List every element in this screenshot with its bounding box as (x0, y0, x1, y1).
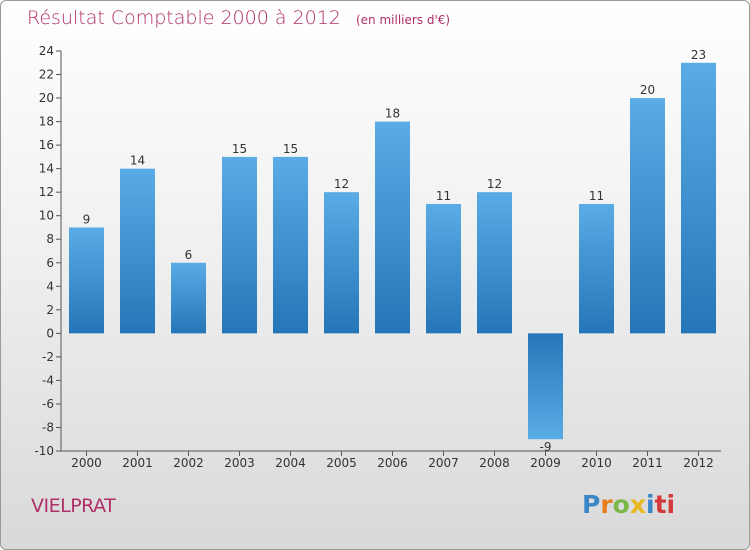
proxiti-logo[interactable]: Proxiti (582, 490, 675, 519)
data-label-2006: 18 (385, 107, 400, 121)
logo-letter: i (646, 490, 655, 519)
x-tick-label: 2005 (326, 456, 357, 470)
data-label-2002: 6 (185, 248, 193, 262)
chart-title-block: Résultat Comptable 2000 à 2012 (en milli… (27, 7, 450, 29)
y-tick-label: 8 (46, 232, 54, 246)
chart-data-labels: 9 14 6 15 15 12 18 11 12 -9 11 20 23 (83, 48, 706, 454)
y-tick-label: -6 (42, 397, 54, 411)
bar-2011[interactable] (630, 98, 665, 334)
bar-2007[interactable] (426, 203, 461, 334)
y-tick-label: 6 (46, 256, 54, 270)
y-tick-label: -2 (42, 350, 54, 364)
x-tick-label: 2002 (173, 456, 204, 470)
bar-2010[interactable] (579, 203, 614, 334)
chart-unit-label: (en milliers d'€) (355, 13, 451, 27)
data-label-2010: 11 (589, 189, 604, 203)
bar-2000[interactable] (69, 227, 104, 334)
y-tick-label: -4 (42, 373, 54, 387)
logo-letter: ti (654, 490, 676, 519)
x-tick-label: 2001 (122, 456, 153, 470)
x-tick-label: 2007 (428, 456, 459, 470)
x-tick-label: 2012 (683, 456, 714, 470)
y-tick-label: 16 (39, 138, 54, 152)
x-tick-label: 2009 (530, 456, 561, 470)
bar-2004[interactable] (273, 156, 308, 334)
y-tick-label: 14 (39, 162, 54, 176)
x-tick-label: 2004 (275, 456, 306, 470)
y-tick-label: 22 (39, 68, 54, 82)
y-tick-label: 10 (39, 209, 54, 223)
x-tick-label: 2011 (632, 456, 663, 470)
x-tick-label: 2000 (71, 456, 102, 470)
logo-letter: r (600, 490, 613, 519)
data-label-2011: 20 (640, 83, 655, 97)
data-label-2001: 14 (130, 154, 145, 168)
data-label-2008: 12 (487, 177, 502, 191)
bar-2006[interactable] (375, 121, 410, 334)
bar-2001[interactable] (120, 168, 155, 334)
bar-2008[interactable] (477, 192, 512, 334)
bar-2009[interactable] (528, 333, 563, 440)
logo-letter: o (612, 490, 630, 519)
x-tick-label: 2003 (224, 456, 255, 470)
y-tick-label: 12 (39, 185, 54, 199)
bar-2002[interactable] (171, 262, 206, 334)
chart-bars (69, 62, 716, 440)
y-tick-label: 24 (39, 44, 54, 58)
x-tick-label: 2010 (581, 456, 612, 470)
y-tick-label: 2 (46, 303, 54, 317)
logo-letter: P (582, 490, 601, 519)
data-label-2003: 15 (232, 142, 247, 156)
bar-2003[interactable] (222, 156, 257, 334)
data-label-2007: 11 (436, 189, 451, 203)
x-tick-label: 2006 (377, 456, 408, 470)
chart-title: Résultat Comptable 2000 à 2012 (27, 7, 341, 29)
y-tick-label: 20 (39, 91, 54, 105)
y-tick-label: 4 (46, 279, 54, 293)
x-tick-label: 2008 (479, 456, 510, 470)
bar-2012[interactable] (681, 62, 716, 334)
commune-name: VIELPRAT (31, 495, 116, 517)
logo-letter: x (629, 490, 646, 519)
bar-2005[interactable] (324, 192, 359, 334)
y-tick-label: 0 (46, 326, 54, 340)
data-label-2009: -9 (540, 440, 552, 454)
data-label-2004: 15 (283, 142, 298, 156)
y-tick-label: -10 (34, 444, 54, 458)
data-label-2000: 9 (83, 212, 91, 226)
y-tick-label: -8 (42, 420, 54, 434)
y-tick-label: 18 (39, 115, 54, 129)
data-label-2012: 23 (691, 48, 706, 62)
data-label-2005: 12 (334, 177, 349, 191)
